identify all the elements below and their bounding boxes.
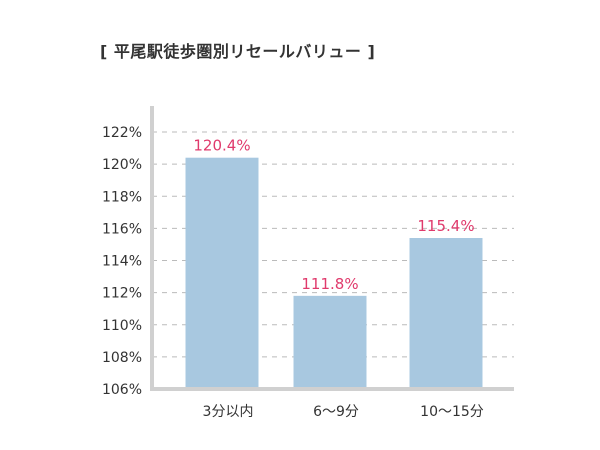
y-tick-label-112: 112% <box>102 286 142 302</box>
y-tick-label-108: 108% <box>102 350 142 366</box>
y-tick-label-118: 118% <box>102 189 142 205</box>
bar-2 <box>409 238 483 389</box>
bars <box>185 157 483 389</box>
data-label-1: 111.8% <box>301 275 358 293</box>
y-tick-label-120: 120% <box>102 157 142 173</box>
y-tick-label-110: 110% <box>102 318 142 334</box>
data-label-0: 120.4% <box>193 137 250 155</box>
x-axis-categories: 3分以内 6～9分 10～15分 <box>203 404 484 420</box>
y-axis-ticks: 106% 108% 110% 112% 114% 116% 118% 120% 122% <box>102 125 142 398</box>
bar-1 <box>293 295 367 389</box>
y-tick-label-114: 114% <box>102 254 142 270</box>
y-tick-label-122: 122% <box>102 125 142 141</box>
x-category-label-1: 6～9分 <box>313 404 359 420</box>
chart-title: [ 平尾駅徒歩圏別リセールバリュー ] <box>100 42 376 61</box>
x-category-label-0: 3分以内 <box>203 404 254 420</box>
axes <box>150 106 514 391</box>
y-tick-label-116: 116% <box>102 221 142 237</box>
x-category-label-2: 10～15分 <box>420 404 484 420</box>
data-label-2: 115.4% <box>417 217 474 235</box>
y-tick-label-106: 106% <box>102 382 142 398</box>
data-labels: 120.4% 111.8% 115.4% <box>193 137 474 293</box>
bar-0 <box>185 157 259 389</box>
